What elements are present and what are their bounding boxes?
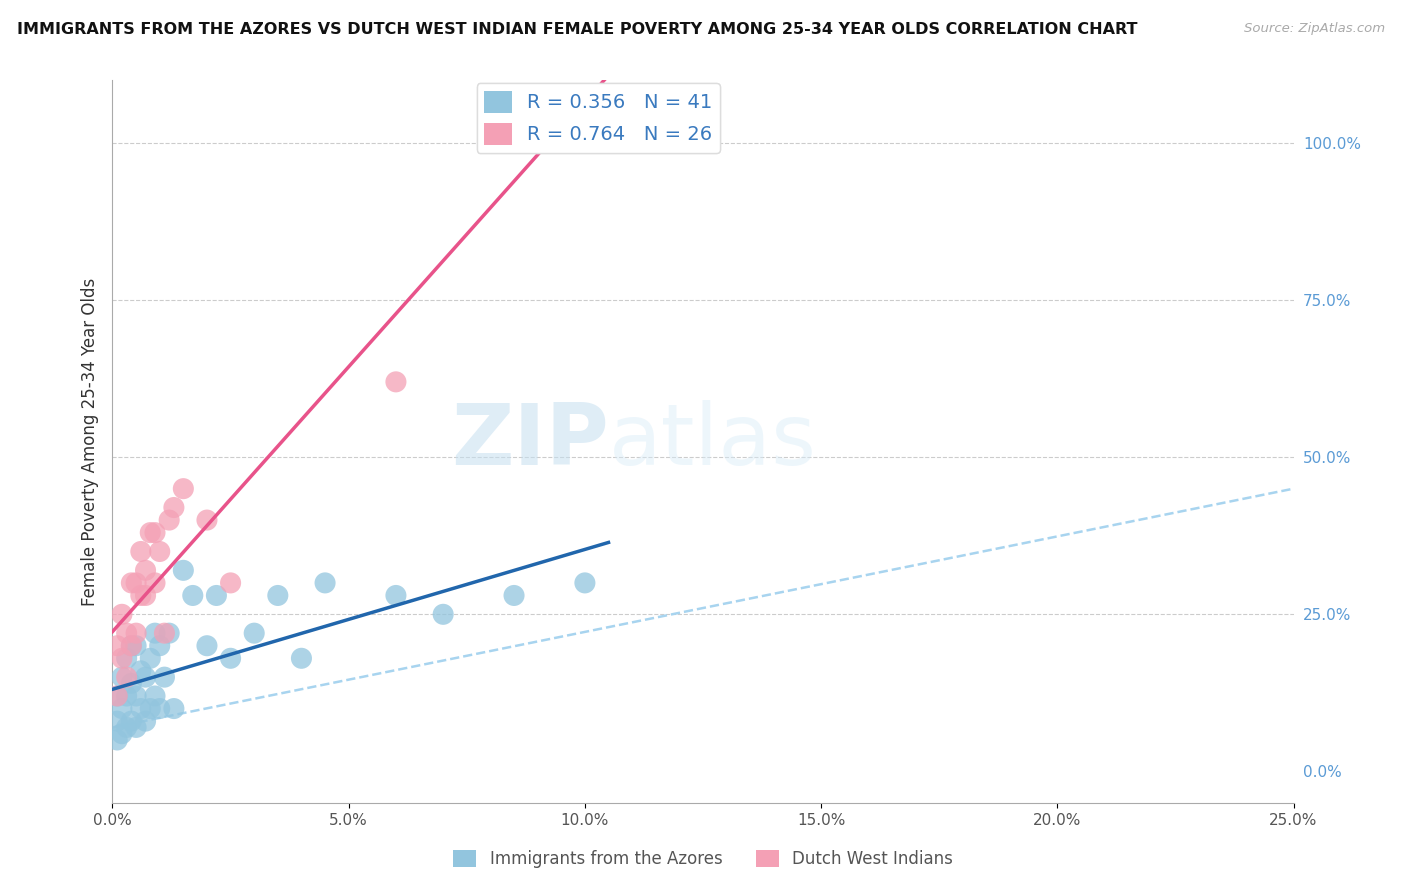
Point (153, 670, 176, 684)
Point (149, 701, 172, 715)
Point (574, 575, 596, 590)
Point (149, 639, 172, 653)
Point (172, 482, 194, 496)
Point (139, 701, 162, 715)
Point (125, 626, 148, 640)
Point (120, 639, 142, 653)
Point (135, 670, 157, 684)
Point (115, 670, 138, 684)
Point (195, 639, 218, 653)
Text: Source: ZipAtlas.com: Source: ZipAtlas.com (1244, 22, 1385, 36)
Point (120, 575, 142, 590)
Point (120, 714, 142, 728)
Text: atlas: atlas (609, 400, 817, 483)
Point (153, 626, 176, 640)
Point (163, 500, 186, 515)
Point (111, 727, 134, 741)
Point (125, 720, 148, 734)
Point (139, 651, 162, 665)
Point (129, 701, 152, 715)
Point (129, 664, 152, 678)
Point (143, 689, 166, 703)
Point (135, 563, 157, 577)
Point (115, 651, 138, 665)
Point (432, 607, 454, 622)
Point (125, 639, 148, 653)
Point (111, 607, 134, 622)
Point (120, 676, 142, 690)
Point (115, 626, 138, 640)
Point (105, 689, 128, 703)
Point (290, 651, 312, 665)
Point (149, 544, 172, 558)
Point (111, 651, 134, 665)
Point (129, 589, 152, 603)
Point (111, 670, 134, 684)
Y-axis label: Female Poverty Among 25-34 Year Olds: Female Poverty Among 25-34 Year Olds (80, 277, 98, 606)
Point (139, 525, 162, 540)
Point (125, 689, 148, 703)
Point (115, 720, 138, 734)
Text: IMMIGRANTS FROM THE AZORES VS DUTCH WEST INDIAN FEMALE POVERTY AMONG 25-34 YEAR : IMMIGRANTS FROM THE AZORES VS DUTCH WEST… (17, 22, 1137, 37)
Point (105, 714, 128, 728)
Point (205, 589, 228, 603)
Point (135, 714, 157, 728)
Point (105, 689, 128, 703)
Point (115, 689, 138, 703)
Point (129, 544, 152, 558)
Point (157, 513, 180, 527)
Point (181, 589, 204, 603)
Point (105, 733, 128, 747)
Point (143, 626, 166, 640)
Point (135, 589, 157, 603)
Point (143, 525, 166, 540)
Point (243, 626, 266, 640)
Point (385, 375, 408, 389)
Legend: R = 0.356   N = 41, R = 0.764   N = 26: R = 0.356 N = 41, R = 0.764 N = 26 (477, 83, 720, 153)
Point (125, 575, 148, 590)
Point (314, 575, 336, 590)
Point (503, 589, 526, 603)
Point (219, 575, 242, 590)
Text: ZIP: ZIP (451, 400, 609, 483)
Point (120, 639, 142, 653)
Point (143, 575, 166, 590)
Point (111, 701, 134, 715)
Point (172, 563, 194, 577)
Point (503, 136, 526, 150)
Point (219, 651, 242, 665)
Point (385, 589, 408, 603)
Legend: Immigrants from the Azores, Dutch West Indians: Immigrants from the Azores, Dutch West I… (446, 843, 960, 875)
Point (267, 589, 290, 603)
Point (195, 513, 218, 527)
Point (157, 626, 180, 640)
Point (163, 701, 186, 715)
Point (105, 639, 128, 653)
